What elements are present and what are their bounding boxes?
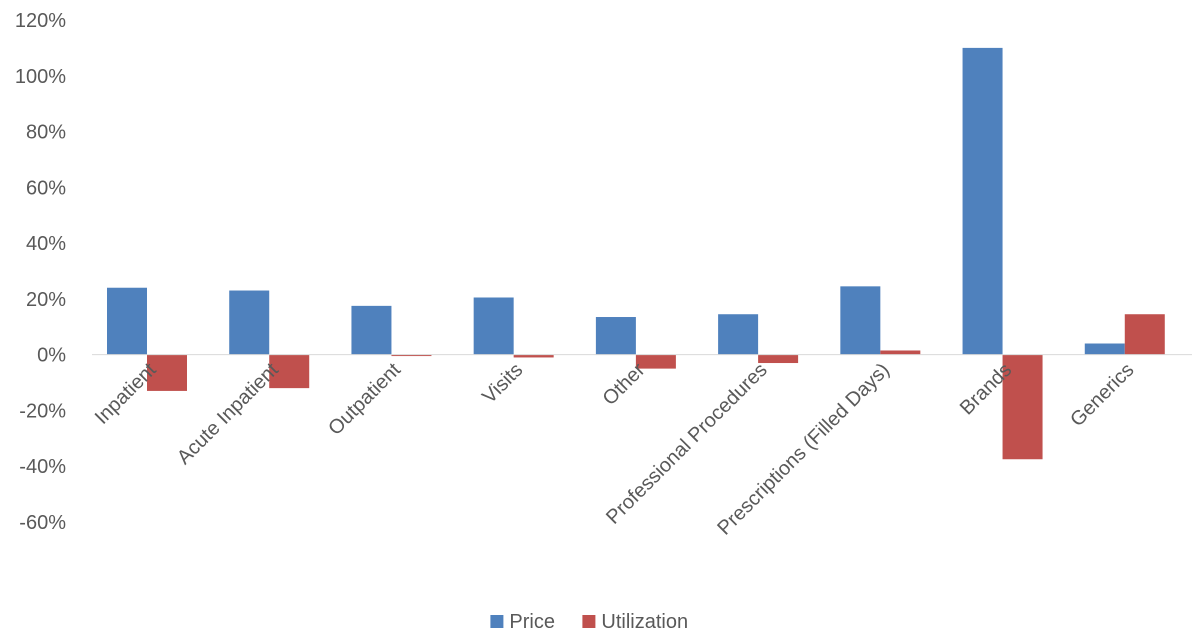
legend-label-utilization: Utilization	[601, 611, 688, 633]
bar-utilization-1	[147, 354, 187, 391]
legend-label-price: Price	[509, 611, 555, 633]
bar-utilization-2	[269, 354, 310, 389]
y-tick-label: 60%	[26, 177, 66, 199]
bars	[107, 47, 1165, 460]
y-tick-label: 100%	[15, 66, 66, 88]
bar-utilization-8	[1002, 354, 1043, 460]
bar-price-8	[962, 47, 1003, 355]
y-tick-label: -60%	[19, 512, 66, 534]
y-tick-label: 20%	[26, 289, 66, 311]
bar-price-5	[595, 317, 636, 355]
x-axis: Inpatient Acute Inpatient Outpatient Visits…	[91, 359, 1139, 540]
x-tick-label: Generics	[1066, 359, 1138, 431]
x-tick-label: Acute Inpatient	[173, 359, 283, 469]
bar-utilization-6	[758, 354, 799, 364]
y-tick-label: -40%	[19, 456, 66, 478]
bar-utilization-7	[880, 350, 921, 355]
legend: Price Utilization	[490, 611, 688, 633]
bar-utilization-4	[513, 354, 554, 358]
bar-utilization-5	[635, 354, 676, 369]
bar-utilization-3	[391, 354, 432, 357]
bar-price-9	[1084, 343, 1125, 355]
bar-price-7	[840, 286, 881, 355]
y-tick-label: -20%	[19, 400, 66, 422]
x-tick-label: Visits	[478, 359, 527, 408]
y-tick-label: 0%	[37, 345, 66, 367]
bar-utilization-9	[1124, 314, 1165, 355]
y-tick-label: 120%	[15, 10, 66, 32]
x-tick-label: Inpatient	[91, 359, 161, 429]
y-axis: -60% -40% -20% 0% 20% 40% 60% 80% 100% 120%	[15, 10, 66, 534]
bar-price-6	[718, 314, 759, 355]
bar-price-3	[351, 305, 392, 355]
legend-swatch-utilization	[582, 615, 596, 628]
bar-price-2	[229, 290, 270, 355]
legend-swatch-price	[490, 615, 504, 628]
bar-price-4	[473, 297, 514, 355]
y-tick-label: 80%	[26, 122, 66, 144]
y-tick-label: 40%	[26, 233, 66, 255]
bar-price-1	[107, 287, 147, 355]
x-tick-label: Outpatient	[324, 359, 405, 440]
